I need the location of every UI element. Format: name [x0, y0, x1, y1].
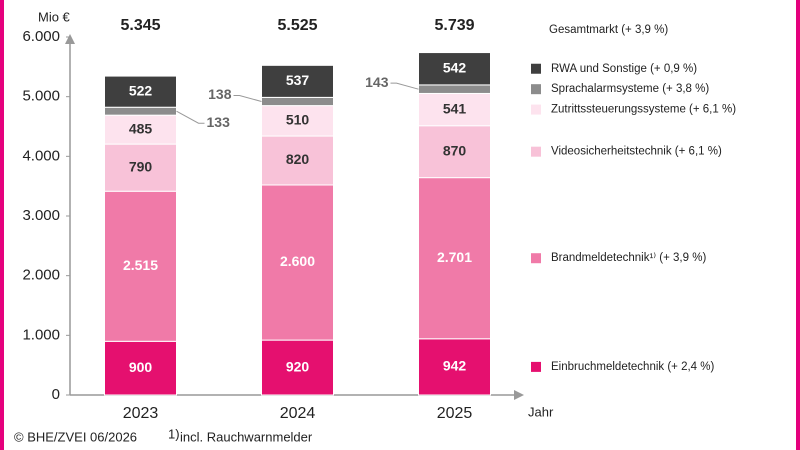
source: © BHE/ZVEI 06/2026 — [14, 429, 137, 444]
value-label: 542 — [443, 59, 467, 75]
bar-segment — [104, 75, 177, 108]
legend-swatch — [531, 84, 541, 95]
bar-segment — [104, 340, 177, 396]
bar-segment — [104, 114, 177, 145]
x-tick-label: 2023 — [123, 405, 159, 422]
x-axis-arrow — [514, 390, 524, 400]
frame-edge — [0, 0, 4, 450]
total-label: 5.525 — [277, 17, 317, 34]
y-tick-label: 5.000 — [22, 88, 60, 105]
frame-edge — [796, 0, 800, 450]
legend-total: Gesamtmarkt (+ 3,9 %) — [549, 24, 668, 36]
y-tick-label: 3.000 — [22, 207, 60, 224]
bar-segment — [418, 177, 491, 340]
x-tick-label: 2025 — [437, 405, 473, 422]
value-label: 2.701 — [437, 249, 472, 265]
legend-label: Sprachalarmsysteme (+ 3,8 %) — [551, 83, 709, 95]
value-label: 900 — [129, 359, 153, 375]
bar-segment — [261, 135, 334, 186]
legend-label: Brandmeldetechnik¹⁾ (+ 3,9 %) — [551, 251, 706, 264]
x-axis-label: Jahr — [528, 404, 554, 419]
y-tick-label: 0 — [52, 386, 60, 403]
legend-swatch — [531, 63, 541, 74]
value-label: 2.515 — [123, 257, 158, 273]
legend-label: Einbruchmeldetechnik (+ 2,4 %) — [551, 361, 714, 373]
value-label: 138 — [208, 86, 232, 102]
y-axis-label: Mio € — [38, 9, 71, 24]
total-label: 5.345 — [120, 17, 160, 34]
y-tick-label: 1.000 — [22, 326, 60, 343]
footnote-marker: 1) — [168, 426, 180, 441]
bar-segment — [418, 92, 491, 127]
total-label: 5.739 — [434, 17, 474, 34]
bar-segment — [104, 106, 177, 116]
value-label: 820 — [286, 151, 310, 167]
bar-segment — [104, 190, 177, 342]
legend-label: Videosicherheitstechnik (+ 6,1 %) — [551, 146, 722, 158]
legend-swatch — [531, 146, 541, 157]
y-tick-label: 2.000 — [22, 267, 60, 284]
y-tick-label: 6.000 — [22, 28, 60, 45]
bar-segment — [261, 105, 334, 137]
value-label: 942 — [443, 358, 467, 374]
bar-segment — [418, 84, 491, 94]
value-label: 870 — [443, 142, 467, 158]
legend-swatch — [531, 104, 541, 115]
y-tick-label: 4.000 — [22, 147, 60, 164]
value-label: 485 — [129, 120, 153, 136]
value-label: 790 — [129, 158, 153, 174]
legend-swatch — [531, 361, 541, 372]
value-label: 133 — [207, 114, 231, 130]
legend-label: RWA und Sonstige (+ 0,9 %) — [551, 63, 697, 75]
footnote: incl. Rauchwarnmelder — [180, 429, 313, 444]
bar-segment — [261, 64, 334, 98]
leader-line — [390, 82, 419, 90]
value-label: 143 — [365, 74, 389, 90]
bar-segment — [261, 96, 334, 107]
y-axis-arrow — [65, 34, 75, 44]
value-label: 522 — [129, 82, 153, 98]
bar-segment — [418, 52, 491, 86]
value-label: 2.600 — [280, 253, 315, 269]
value-label: 541 — [443, 100, 467, 116]
legend-swatch — [531, 253, 541, 264]
leader-line — [176, 110, 205, 124]
bar-segment — [261, 339, 334, 396]
value-label: 920 — [286, 358, 310, 374]
value-label: 510 — [286, 112, 310, 128]
leader-line — [233, 94, 262, 102]
value-label: 537 — [286, 72, 310, 88]
legend-label: Zutrittssteuerungssysteme (+ 6,1 %) — [551, 104, 736, 116]
x-tick-label: 2024 — [280, 405, 316, 422]
